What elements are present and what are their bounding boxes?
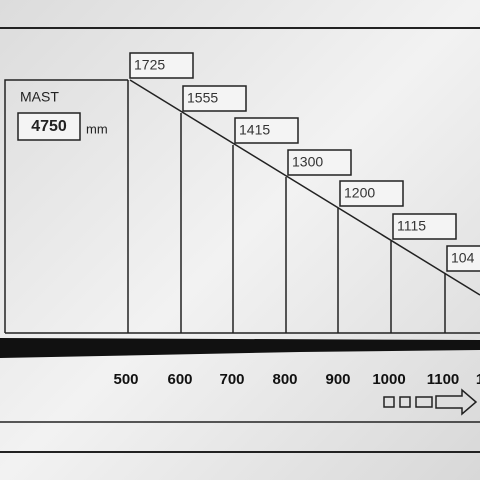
capacity-box	[339, 180, 404, 207]
capacity-label: 104	[451, 250, 475, 266]
distance-label: 1100	[427, 371, 460, 388]
mast-value: 4750	[31, 118, 67, 135]
distance-label: 1	[476, 371, 480, 388]
capacity-box	[446, 245, 480, 272]
capacity-label: 1415	[239, 122, 270, 138]
arrow	[435, 388, 478, 416]
capacity-label: 1115	[397, 218, 426, 234]
capacity-box	[234, 117, 299, 144]
distance-label: 1000	[372, 371, 405, 388]
square	[399, 396, 411, 408]
capacity-box	[287, 149, 352, 176]
diagonal	[129, 79, 480, 296]
capacity-label: 1300	[292, 154, 323, 170]
mast-frame	[4, 79, 128, 333]
mast-label: MAST	[20, 89, 59, 105]
distance-label: 600	[167, 371, 192, 388]
fork-band	[0, 338, 480, 358]
capacity-box	[392, 213, 457, 240]
capacity-label: 1725	[134, 57, 165, 73]
capacity-label: 1555	[187, 90, 218, 106]
distance-label: 900	[325, 371, 350, 388]
square	[415, 396, 433, 408]
mast-box	[17, 112, 81, 141]
capacity-label: 1200	[344, 185, 375, 201]
mast-unit: mm	[86, 121, 108, 136]
distance-label: 800	[272, 371, 297, 388]
capacity-box	[129, 52, 194, 79]
capacity-box	[182, 85, 247, 112]
square	[383, 396, 395, 408]
distance-label: 500	[113, 371, 138, 388]
distance-label: 700	[219, 371, 244, 388]
